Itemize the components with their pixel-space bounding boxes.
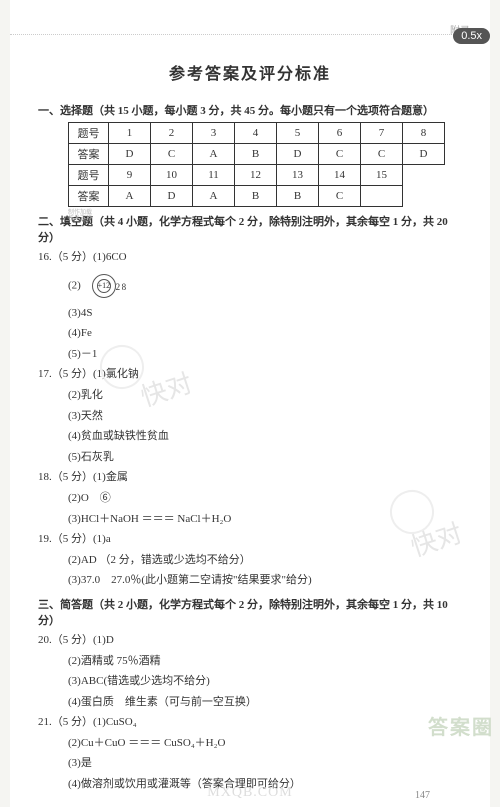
cell: A	[193, 144, 235, 165]
section1-head: 一、选择题（共 15 小题，每小题 3 分，共 45 分。每小题只有一个选项符合…	[38, 102, 462, 118]
q16-4: (4)Fe	[38, 325, 462, 343]
q17-1: 17.（5 分）(1)氯化钠	[38, 366, 462, 384]
cell: B	[235, 144, 277, 165]
zoom-badge[interactable]: 0.5x	[453, 28, 490, 44]
cell: 3	[193, 123, 235, 144]
cell: 11	[193, 165, 235, 186]
q21-2: (2)Cu＋CuO ＝＝＝ CuSO₄＋H₂O	[38, 735, 462, 753]
q18-1: 18.（5 分）(1)金属	[38, 469, 462, 487]
atom-shell1: 2	[116, 280, 121, 294]
cell: 9	[109, 165, 151, 186]
cell	[361, 186, 403, 207]
q16-1: 16.（5 分）(1)6CO	[38, 249, 462, 267]
q18-2: (2)O ⑥	[38, 490, 462, 508]
q20-1: 20.（5 分）(1)D	[38, 632, 462, 650]
cell: B	[277, 186, 319, 207]
q20-3: (3)ABC(错选或少选均不给分)	[38, 673, 462, 691]
q16-2: (2) +12 2 8	[38, 270, 462, 302]
cell: 8	[403, 123, 445, 144]
cell-label: 题号	[69, 123, 109, 144]
cell: 12	[235, 165, 277, 186]
q17-2: (2)乳化	[38, 387, 462, 405]
cell-label: 答案	[69, 144, 109, 165]
atom-diagram: +12 2 8	[84, 270, 124, 302]
cell: 13	[277, 165, 319, 186]
cell: C	[151, 144, 193, 165]
cell: 5	[277, 123, 319, 144]
table-row: 答案 D C A B D C C D	[69, 144, 445, 165]
cell: 10	[151, 165, 193, 186]
cell: C	[319, 144, 361, 165]
table-row: 题号 9 10 11 12 13 14 15	[69, 165, 445, 186]
q20-2: (2)酒精或 75％酒精	[38, 653, 462, 671]
q16-2-prefix: (2)	[68, 279, 81, 291]
cell-label: 答案	[69, 186, 109, 207]
q16-3: (3)4S	[38, 305, 462, 323]
q19-3: (3)37.0 27.0％(此小题第二空请按"结果要求"给分)	[38, 572, 462, 590]
cell: 1	[109, 123, 151, 144]
cell: 15	[361, 165, 403, 186]
table-row: 题号 1 2 3 4 5 6 7 8	[69, 123, 445, 144]
q20-4: (4)蛋白质 维生素（可与前一空互换）	[38, 694, 462, 712]
page-title: 参考答案及评分标准	[38, 60, 462, 84]
cell: B	[235, 186, 277, 207]
answer-table: 题号 1 2 3 4 5 6 7 8 答案 D C A B D C C D 题号…	[68, 122, 445, 207]
cell: A	[109, 186, 151, 207]
q17-4: (4)贫血或缺铁性贫血	[38, 428, 462, 446]
q17-5: (5)石灰乳	[38, 449, 462, 467]
cell: 2	[151, 123, 193, 144]
cell: 4	[235, 123, 277, 144]
cell: D	[109, 144, 151, 165]
q21-1: 21.（5 分）(1)CuSO₄	[38, 714, 462, 732]
cell: D	[403, 144, 445, 165]
page-number: 147	[415, 790, 430, 801]
q19-2: (2)AD （2 分，错选或少选均不给分）	[38, 552, 462, 570]
cell: 14	[319, 165, 361, 186]
corner-watermark: 答案圈	[428, 711, 494, 740]
divider	[10, 34, 490, 35]
section3-head: 三、简答题（共 2 小题，化学方程式每个 2 分，除特别注明外，其余每空 1 分…	[38, 596, 462, 628]
cell: A	[193, 186, 235, 207]
q21-3: (3)是	[38, 755, 462, 773]
cell-label: 题号	[69, 165, 109, 186]
tiny-stamp: 制作加载技术支持	[68, 210, 92, 222]
cell: D	[151, 186, 193, 207]
section2-head: 二、填空题（共 4 小题，化学方程式每个 2 分，除特别注明外，其余每空 1 分…	[38, 213, 462, 245]
cell: 6	[319, 123, 361, 144]
cell: D	[277, 144, 319, 165]
atom-core: +12	[98, 280, 111, 293]
cell: C	[319, 186, 361, 207]
q17-3: (3)天然	[38, 408, 462, 426]
page: 附录 0.5x 参考答案及评分标准 一、选择题（共 15 小题，每小题 3 分，…	[10, 0, 490, 807]
footer-watermark: MXQB.COM	[207, 785, 292, 801]
cell: C	[361, 144, 403, 165]
q19-1: 19.（5 分）(1)a	[38, 531, 462, 549]
q18-3: (3)HCl＋NaOH ＝＝＝ NaCl＋H₂O	[38, 511, 462, 529]
table-row: 答案 A D A B B C	[69, 186, 445, 207]
cell: 7	[361, 123, 403, 144]
q16-5: (5)－1	[38, 346, 462, 364]
atom-shell2: 8	[122, 280, 127, 294]
